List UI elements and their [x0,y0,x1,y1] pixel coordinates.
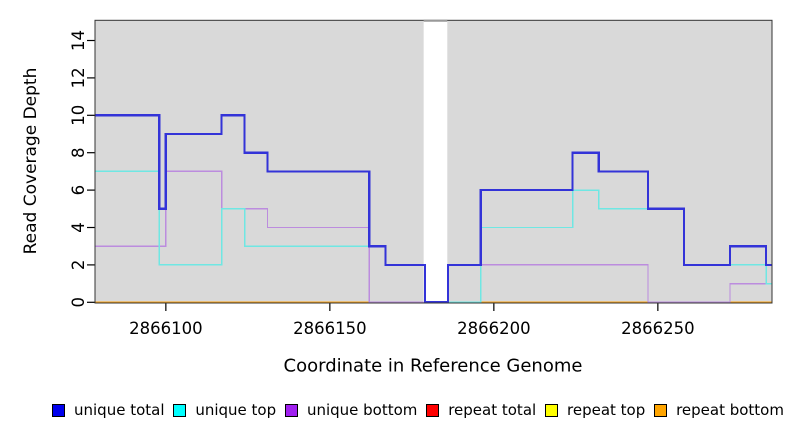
y-axis-title: Read Coverage Depth [21,67,41,255]
svg-text:2866150: 2866150 [293,319,367,338]
legend-item-unique-bottom: unique bottom [284,401,418,419]
unique-bottom-swatch-icon [284,403,298,417]
svg-text:4: 4 [69,222,88,233]
x-axis-title: Coordinate in Reference Genome [283,355,583,377]
legend-item-repeat-top: repeat top [545,401,645,419]
legend-label: unique total [74,401,165,419]
repeat-total-swatch-icon [426,403,440,417]
svg-text:2866200: 2866200 [457,319,531,338]
svg-text:6: 6 [69,185,88,196]
legend-item-unique-total: unique total [52,401,165,419]
legend: unique total unique top unique bottom re… [0,401,792,419]
legend-item-repeat-bottom: repeat bottom [654,401,784,419]
svg-text:2866100: 2866100 [129,319,203,338]
legend-label: repeat total [448,401,537,419]
legend-label: unique bottom [306,401,418,419]
legend-item-unique-top: unique top [173,401,276,419]
legend-item-repeat-total: repeat total [426,401,536,419]
svg-text:2866250: 2866250 [621,319,695,338]
repeat-bottom-swatch-icon [654,403,668,417]
svg-text:0: 0 [69,297,88,308]
legend-label: unique top [195,401,277,419]
svg-text:12: 12 [69,67,88,88]
svg-text:14: 14 [69,30,88,51]
repeat-top-swatch-icon [545,403,558,417]
unique-total-swatch-icon [52,403,65,417]
unique-top-swatch-icon [173,403,187,417]
svg-text:10: 10 [69,105,88,126]
legend-label: repeat top [567,401,646,419]
svg-text:8: 8 [69,147,88,158]
legend-label: repeat bottom [676,401,784,419]
svg-text:2: 2 [69,260,88,271]
